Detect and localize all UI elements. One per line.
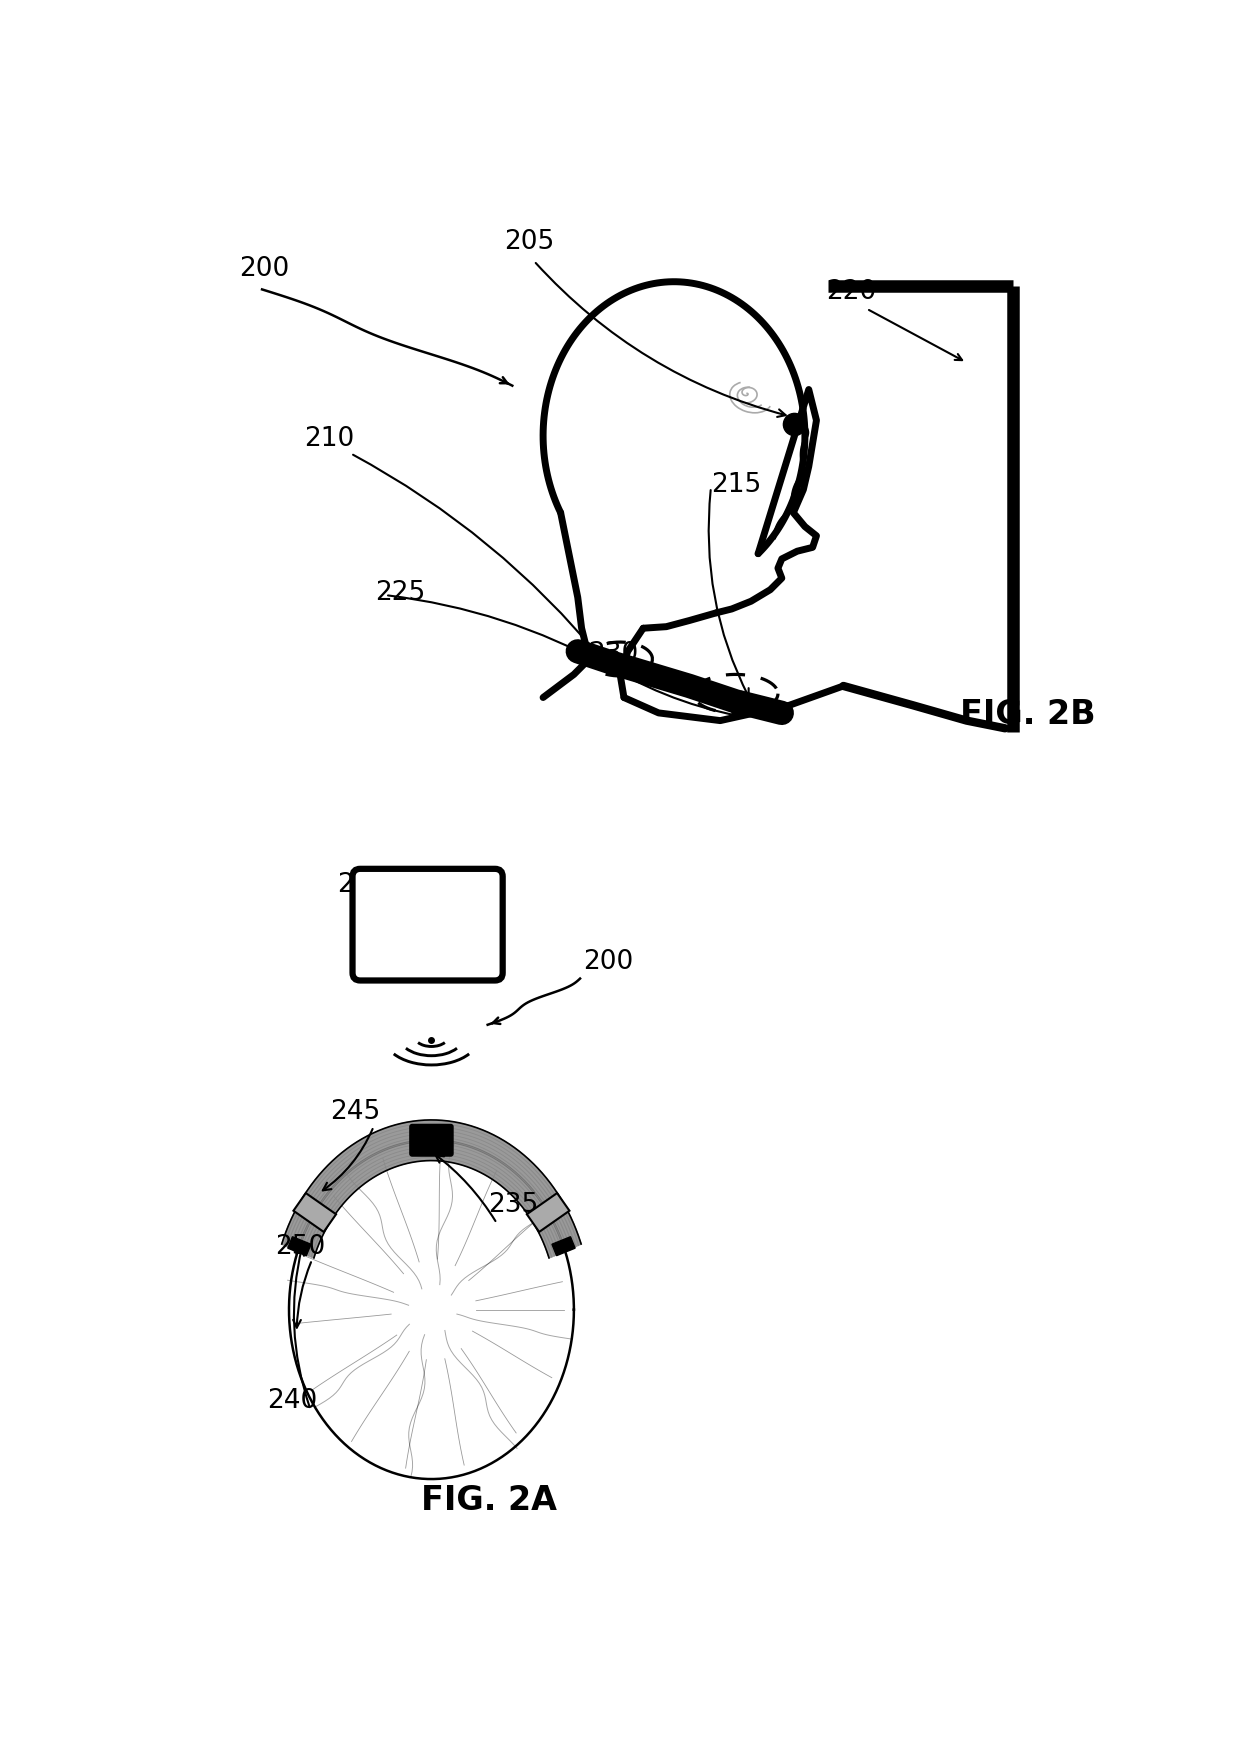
Text: 255: 255 [337,872,388,899]
Text: 200: 200 [239,255,289,282]
Text: 200: 200 [583,949,634,975]
FancyBboxPatch shape [410,1124,453,1156]
Polygon shape [288,1237,311,1255]
Text: 220: 220 [826,280,877,306]
Polygon shape [552,1237,575,1255]
Text: 230: 230 [588,641,639,667]
Text: FIG. 2B: FIG. 2B [961,699,1096,732]
Text: 225: 225 [376,580,425,607]
Text: 235: 235 [487,1192,538,1218]
FancyBboxPatch shape [352,869,502,980]
Polygon shape [527,1192,569,1232]
Text: 215: 215 [711,473,761,497]
Text: FIG. 2A: FIG. 2A [422,1484,557,1517]
Text: 240: 240 [268,1389,317,1415]
Text: 210: 210 [304,426,355,452]
Polygon shape [294,1192,336,1232]
Text: 250: 250 [275,1234,325,1260]
Text: 205: 205 [505,229,554,254]
Text: 245: 245 [330,1098,379,1124]
